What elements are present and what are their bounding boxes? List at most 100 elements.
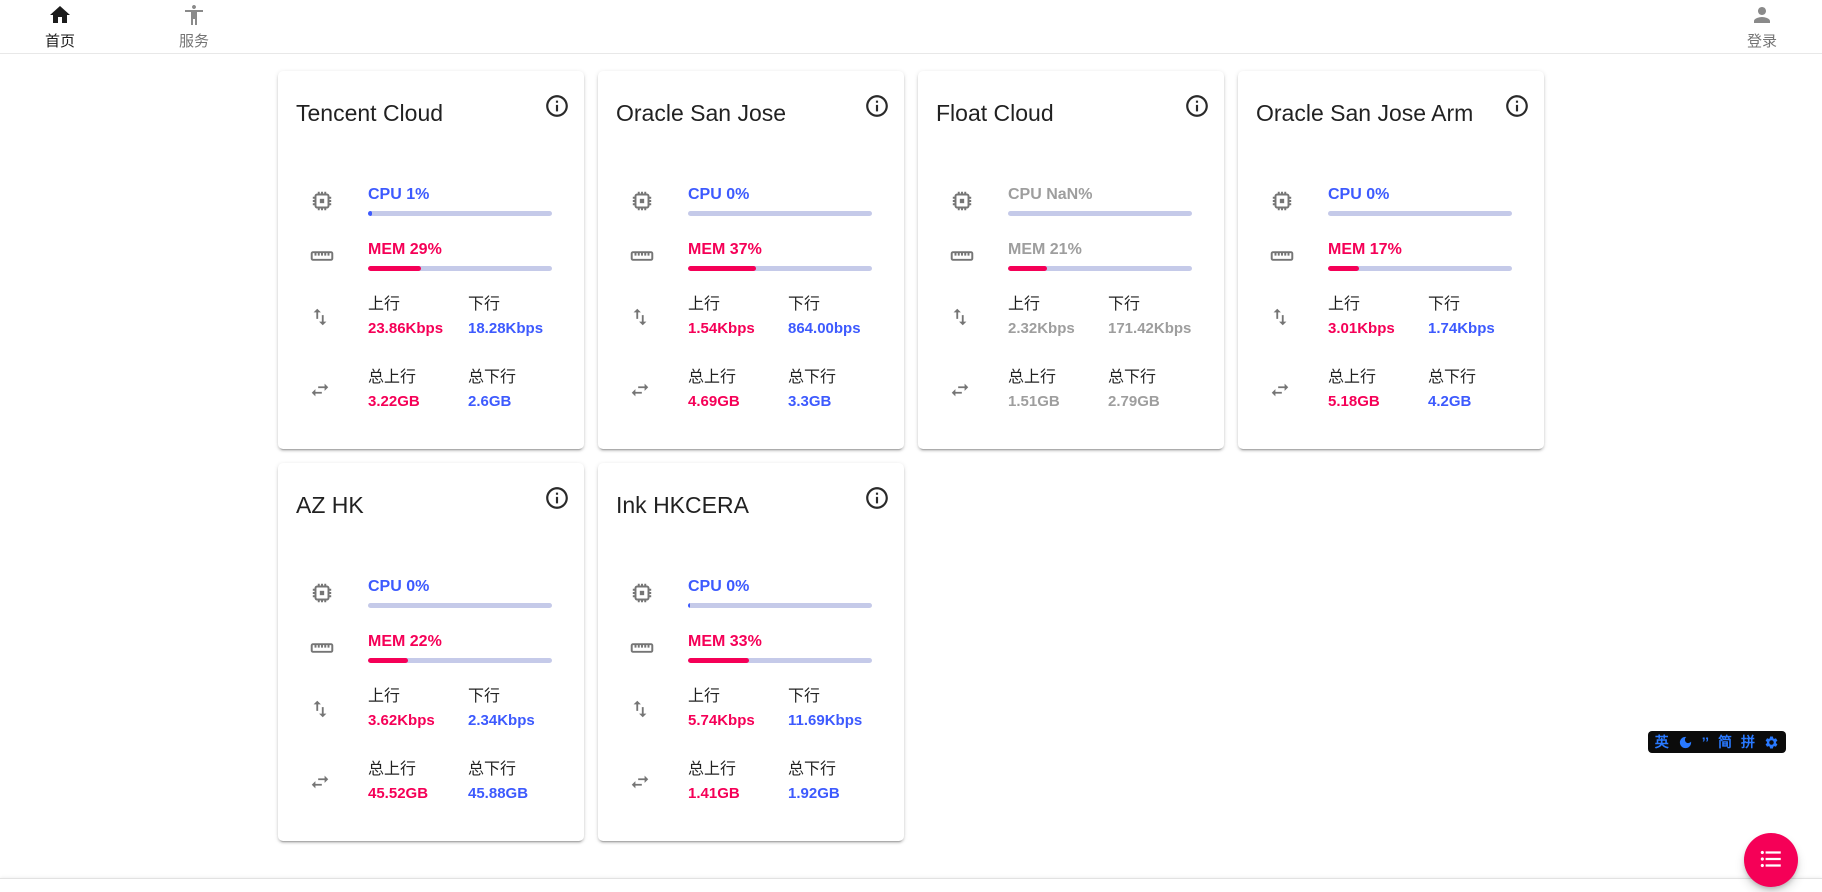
mem-label: MEM 21% — [1008, 241, 1082, 258]
total-down-value: 1.92GB — [788, 785, 840, 802]
ime-simplified-mode[interactable]: 简 — [1718, 734, 1732, 750]
swap-vertical-icon — [1256, 306, 1328, 328]
net-speed-row: 上行 3.62Kbps 下行 2.34Kbps — [296, 687, 568, 730]
up-value: 3.01Kbps — [1328, 320, 1395, 337]
info-button[interactable] — [864, 93, 890, 119]
app-header: 首页 服务 登录 — [0, 0, 1822, 54]
cpu-chip-icon — [1256, 188, 1328, 214]
down-value: 171.42Kbps — [1108, 320, 1192, 337]
down-value: 2.34Kbps — [468, 712, 535, 729]
server-name: Float Cloud — [936, 100, 1054, 126]
net-total-row: 总上行 1.41GB 总下行 1.92GB — [616, 760, 888, 803]
ime-pinyin-mode[interactable]: 拼 — [1741, 734, 1755, 750]
info-button[interactable] — [544, 485, 570, 511]
net-speed-row: 上行 5.74Kbps 下行 11.69Kbps — [616, 687, 888, 730]
total-up-value: 3.22GB — [368, 393, 420, 410]
ime-language-mode[interactable]: 英 — [1654, 734, 1669, 750]
list-icon — [1758, 846, 1784, 875]
card-stats: CPU 0% MEM 17% — [1256, 185, 1528, 411]
total-down-label: 总下行 — [788, 761, 837, 778]
info-outline-icon — [864, 95, 890, 122]
mem-bar — [688, 658, 872, 663]
swap-vertical-icon — [936, 306, 1008, 328]
swap-horizontal-icon — [616, 379, 688, 401]
cpu-label: CPU 0% — [1328, 186, 1390, 203]
cpu-row: CPU NaN% — [936, 185, 1208, 216]
accessibility-icon — [182, 3, 206, 32]
cpu-row: CPU 0% — [616, 185, 888, 216]
net-total-row: 总上行 1.51GB 总下行 2.79GB — [936, 368, 1208, 411]
info-outline-icon — [544, 95, 570, 122]
mem-label: MEM 37% — [688, 241, 762, 258]
mem-bar — [368, 266, 552, 271]
info-outline-icon — [864, 487, 890, 514]
nav-item-login-label: 登录 — [1746, 32, 1777, 50]
cpu-bar — [688, 211, 872, 216]
cpu-bar — [1328, 211, 1512, 216]
total-down-label: 总下行 — [788, 369, 837, 386]
card-header: Tencent Cloud — [296, 95, 568, 126]
info-button[interactable] — [1504, 93, 1530, 119]
up-value: 1.54Kbps — [688, 320, 755, 337]
up-label: 上行 — [368, 688, 401, 705]
ime-toolbar: 英 ’’ 简 拼 — [1647, 731, 1786, 753]
mem-row: MEM 22% — [296, 632, 568, 663]
net-total-row: 总上行 5.18GB 总下行 4.2GB — [1256, 368, 1528, 411]
up-label: 上行 — [688, 296, 721, 313]
total-down-value: 3.3GB — [788, 393, 832, 410]
server-card: Oracle San Jose CPU 0% — [598, 71, 904, 449]
swap-horizontal-icon — [1256, 379, 1328, 401]
nav-item-login[interactable]: 登录 — [1730, 3, 1794, 51]
mem-row: MEM 29% — [296, 240, 568, 271]
down-label: 下行 — [468, 296, 501, 313]
info-button[interactable] — [544, 93, 570, 119]
cpu-chip-icon — [296, 188, 368, 214]
mem-bar — [1008, 266, 1192, 271]
gear-icon[interactable] — [1764, 735, 1779, 750]
swap-vertical-icon — [296, 306, 368, 328]
card-stats: CPU 0% MEM 33% — [616, 577, 888, 803]
cpu-label: CPU NaN% — [1008, 186, 1093, 203]
total-down-value: 4.2GB — [1428, 393, 1472, 410]
cpu-bar — [368, 603, 552, 608]
ime-punctuation-mode[interactable]: ’’ — [1701, 734, 1709, 750]
mem-label: MEM 17% — [1328, 241, 1402, 258]
down-label: 下行 — [1108, 296, 1141, 313]
net-total-row: 总上行 45.52GB 总下行 45.88GB — [296, 760, 568, 803]
info-outline-icon — [544, 487, 570, 514]
cpu-chip-icon — [936, 188, 1008, 214]
mem-bar-fill — [688, 266, 757, 271]
total-down-label: 总下行 — [1108, 369, 1157, 386]
server-card: Oracle San Jose Arm CPU 0% — [1238, 71, 1544, 449]
cpu-row: CPU 0% — [616, 577, 888, 608]
up-value: 23.86Kbps — [368, 320, 444, 337]
server-card: Tencent Cloud CPU 1% — [278, 71, 584, 449]
total-up-value: 1.51GB — [1008, 393, 1060, 410]
nav-item-home[interactable]: 首页 — [28, 3, 92, 51]
down-value: 11.69Kbps — [788, 712, 863, 729]
moon-icon[interactable] — [1678, 735, 1693, 750]
swap-vertical-icon — [296, 698, 368, 720]
ruler-icon — [296, 243, 368, 269]
info-button[interactable] — [1184, 93, 1210, 119]
home-icon — [48, 3, 72, 32]
server-name: Tencent Cloud — [296, 100, 444, 126]
down-label: 下行 — [788, 688, 821, 705]
total-down-label: 总下行 — [1428, 369, 1477, 386]
cpu-row: CPU 0% — [296, 577, 568, 608]
total-up-label: 总上行 — [368, 761, 417, 778]
total-down-value: 2.79GB — [1108, 393, 1160, 410]
total-up-label: 总上行 — [688, 369, 737, 386]
swap-horizontal-icon — [296, 379, 368, 401]
total-up-label: 总上行 — [1008, 369, 1057, 386]
nav-item-services[interactable]: 服务 — [162, 3, 226, 51]
info-button[interactable] — [864, 485, 890, 511]
nav-item-home-label: 首页 — [44, 32, 75, 50]
card-header: AZ HK — [296, 487, 568, 517]
server-list-fab[interactable] — [1744, 833, 1798, 887]
card-stats: CPU 0% MEM 37% — [616, 185, 888, 411]
cpu-row: CPU 1% — [296, 185, 568, 216]
down-label: 下行 — [1428, 296, 1461, 313]
swap-horizontal-icon — [936, 379, 1008, 401]
cpu-label: CPU 0% — [368, 578, 430, 595]
